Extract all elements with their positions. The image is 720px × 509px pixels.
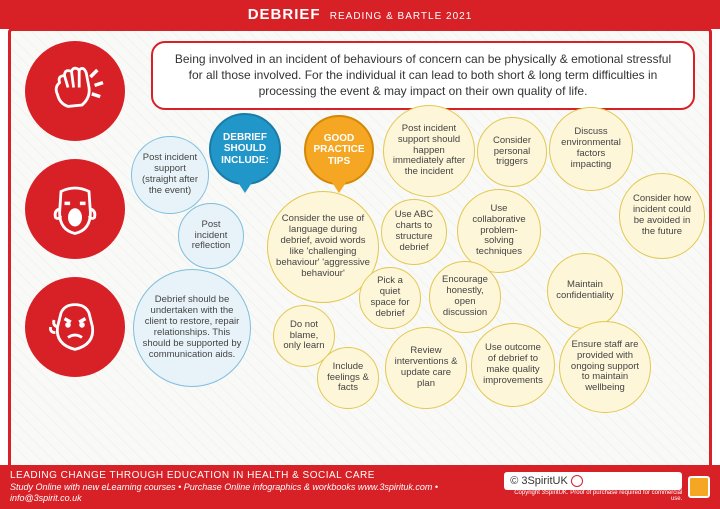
tip-bubble: Pick a quiet space for debrief [359, 267, 421, 329]
tip-bubble: Use ABC charts to structure debrief [381, 199, 447, 265]
blue-bubble-3: Debrief should be undertaken with the cl… [133, 269, 251, 387]
tip-bubble: Consider personal triggers [477, 117, 547, 187]
blue-bubble-2: Post incident reflection [178, 203, 244, 269]
tip-bubble: Use outcome of debrief to make quality i… [471, 323, 555, 407]
award-badge-icon [688, 476, 710, 498]
footer-links: Study Online with new eLearning courses … [10, 482, 504, 505]
tip-bubble: Maintain confidentiality [547, 253, 623, 329]
title: DEBRIEF [248, 6, 321, 23]
tip-bubble: Consider how incident could be avoided i… [619, 173, 705, 259]
footer-tagline: LEADING CHANGE THROUGH EDUCATION IN HEAL… [10, 469, 504, 482]
header-bar: DEBRIEF READING & BARTLE 2021 [0, 0, 720, 29]
tips-speech-bubble: GOOD PRACTICE TIPS [304, 115, 374, 185]
blue-bubble-1: Post incident support (straight after th… [131, 136, 209, 214]
subtitle: READING & BARTLE 2021 [330, 11, 473, 22]
fist-icon [25, 41, 125, 141]
footer-bar: LEADING CHANGE THROUGH EDUCATION IN HEAL… [0, 465, 720, 509]
footer-branding: ©3SpiritUK Copyright 3SpiritUK. Proof of… [504, 472, 710, 502]
icon-column [25, 41, 135, 377]
footer-text: LEADING CHANGE THROUGH EDUCATION IN HEAL… [10, 469, 504, 505]
intro-box: Being involved in an incident of behavio… [151, 41, 695, 110]
tip-bubble: Post incident support should happen imme… [383, 105, 475, 197]
blue-tail-icon [237, 181, 253, 193]
tip-bubble: Include feelings & facts [317, 347, 379, 409]
copyright-text: Copyright 3SpiritUK. Proof of purchase r… [504, 490, 682, 502]
brand-logo: ©3SpiritUK [504, 472, 682, 490]
tip-bubble: Discuss environmental factors impacting [549, 107, 633, 191]
tip-bubble: Ensure staff are provided with ongoing s… [559, 321, 651, 413]
angry-face-icon [25, 277, 125, 377]
tip-bubble: Review interventions & update care plan [385, 327, 467, 409]
main-frame: Being involved in an incident of behavio… [8, 28, 712, 471]
scream-icon [25, 159, 125, 259]
tip-bubble: Encourage honestly, open discussion [429, 261, 501, 333]
debrief-speech-bubble: DEBRIEF SHOULD INCLUDE: [209, 113, 281, 185]
